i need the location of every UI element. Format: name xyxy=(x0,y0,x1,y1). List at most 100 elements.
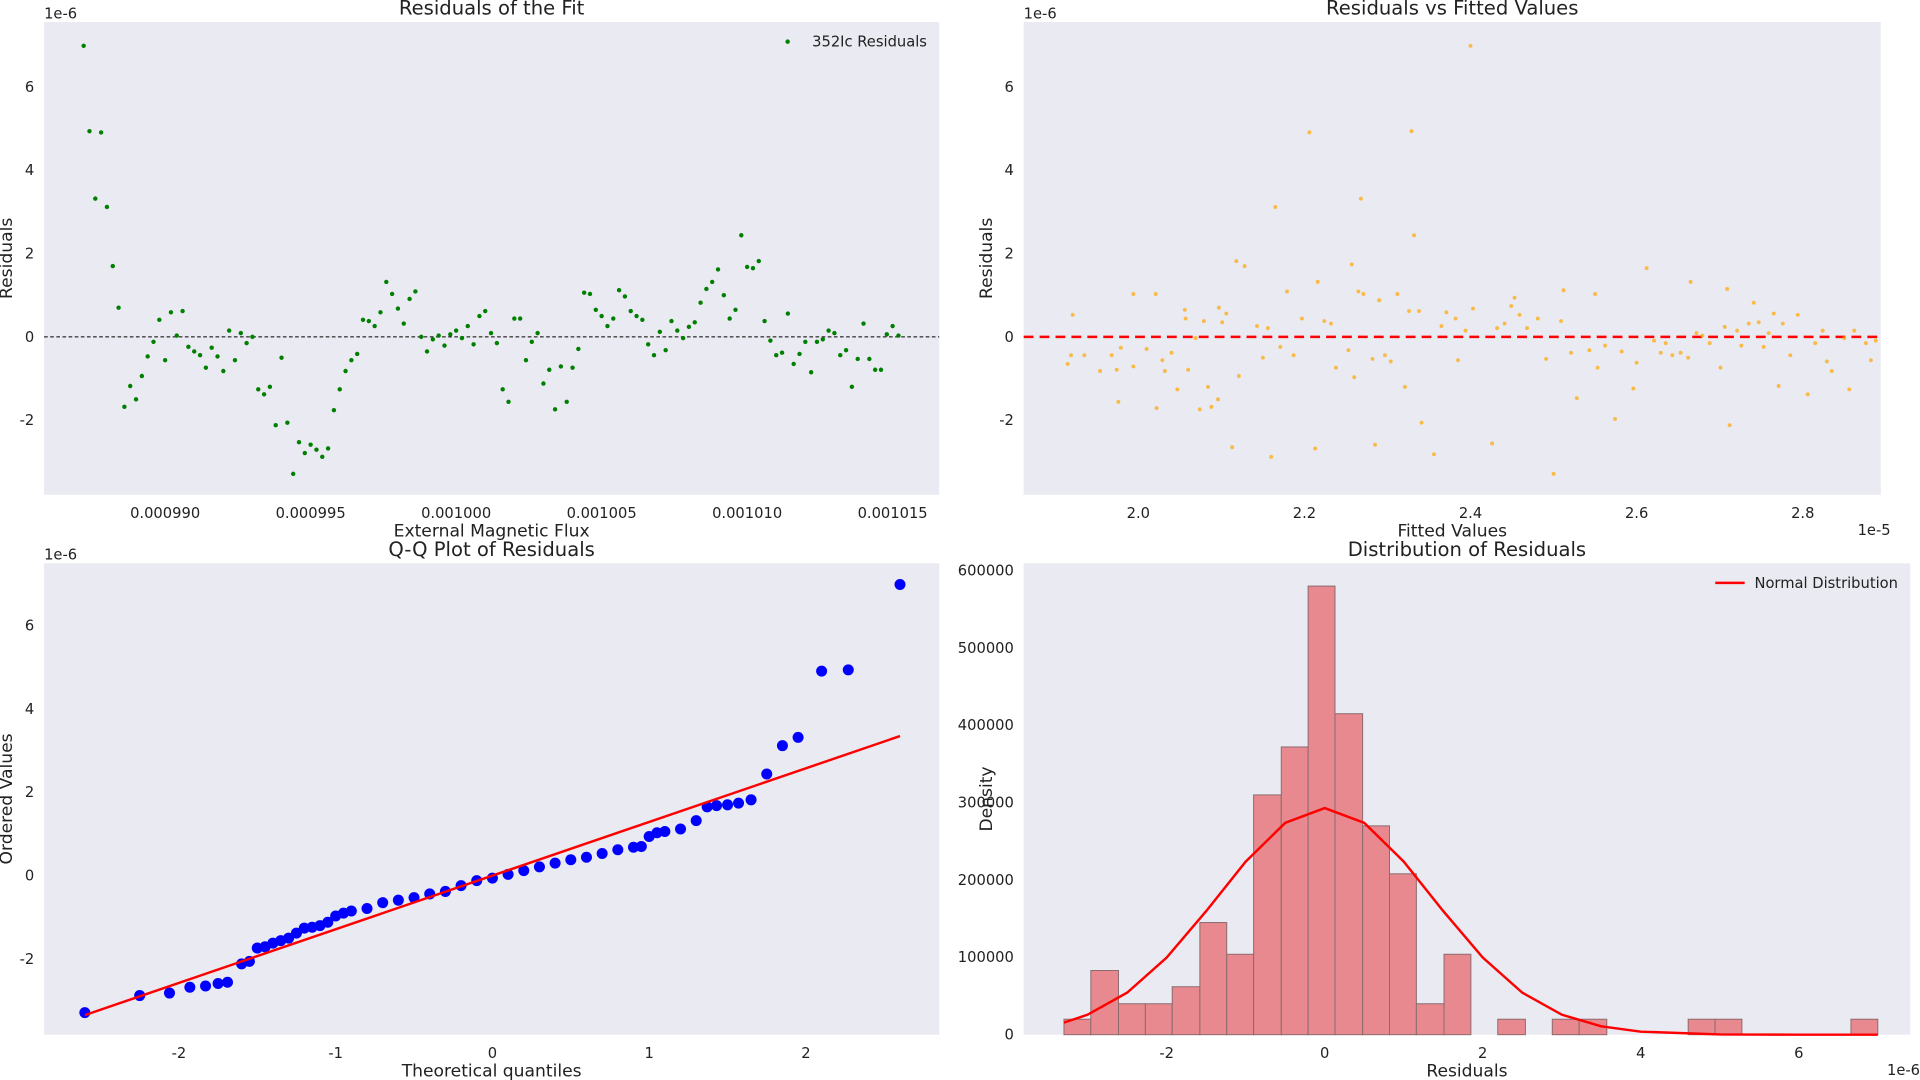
data-point xyxy=(803,339,808,345)
y-tick-label: -2 xyxy=(20,412,35,429)
data-point xyxy=(221,368,226,374)
data-point xyxy=(203,365,209,370)
data-point xyxy=(1182,307,1187,312)
y-tick-label: 2 xyxy=(25,784,34,801)
y-tick-label: -2 xyxy=(20,951,35,968)
data-point xyxy=(465,323,470,329)
data-point xyxy=(1116,399,1121,404)
histogram-bar xyxy=(1714,1018,1743,1036)
data-point xyxy=(1613,416,1617,421)
data-point xyxy=(1551,471,1556,476)
data-point xyxy=(657,329,663,335)
data-point xyxy=(1109,353,1114,358)
data-point xyxy=(261,392,267,397)
data-point xyxy=(1863,341,1868,346)
data-point xyxy=(302,450,308,456)
data-point xyxy=(267,384,273,390)
data-point xyxy=(197,352,203,358)
data-point xyxy=(1453,316,1458,321)
data-point xyxy=(1842,336,1847,341)
y-tick-label: 200000 xyxy=(958,872,1014,889)
data-point xyxy=(634,313,639,319)
data-point xyxy=(1358,196,1363,201)
data-point xyxy=(366,318,372,324)
data-point xyxy=(628,308,633,314)
plot-area xyxy=(44,22,940,495)
data-point xyxy=(448,332,453,337)
data-point xyxy=(1313,446,1318,451)
data-point xyxy=(1739,343,1744,348)
data-point xyxy=(612,844,624,856)
data-point xyxy=(250,334,255,340)
data-point xyxy=(1535,316,1540,321)
x-offset-label: 1e-5 xyxy=(1858,522,1891,539)
x-tick-label: -1 xyxy=(328,1045,343,1062)
data-point xyxy=(1216,397,1220,402)
data-point xyxy=(1373,442,1377,447)
x-tick-label: 2.4 xyxy=(1459,505,1482,522)
data-point xyxy=(221,976,234,988)
data-point xyxy=(576,346,581,352)
data-point xyxy=(1409,129,1414,134)
data-point xyxy=(81,43,86,48)
y-tick-label: 2 xyxy=(1005,245,1014,262)
data-point xyxy=(564,399,569,405)
x-tick-label: 6 xyxy=(1794,1045,1803,1062)
data-point xyxy=(1388,359,1393,364)
data-point xyxy=(1813,341,1818,346)
data-point xyxy=(651,352,657,358)
data-point xyxy=(611,316,616,321)
data-point xyxy=(1561,288,1566,293)
x-tick-label: 0.000990 xyxy=(130,505,200,522)
data-point xyxy=(791,361,796,367)
data-point xyxy=(453,328,459,333)
histogram-bar xyxy=(1850,1018,1879,1036)
data-point xyxy=(401,321,406,326)
y-tick-label: 500000 xyxy=(958,640,1014,657)
data-point xyxy=(1780,321,1785,326)
data-point xyxy=(1595,365,1600,370)
legend-label: 352Ic Residuals xyxy=(812,34,927,51)
data-point xyxy=(151,339,156,345)
data-point xyxy=(483,308,488,314)
data-point xyxy=(785,311,791,316)
data-point xyxy=(413,289,418,294)
y-offset-label: 1e-6 xyxy=(1024,5,1057,22)
data-point xyxy=(1395,292,1400,296)
data-point xyxy=(1509,304,1514,309)
data-point xyxy=(581,290,587,295)
data-point xyxy=(1490,441,1495,446)
data-point xyxy=(622,294,628,299)
data-point xyxy=(587,291,593,297)
x-tick-label: 4 xyxy=(1636,1045,1645,1062)
data-point xyxy=(878,367,884,372)
data-point xyxy=(659,825,671,837)
data-point xyxy=(122,404,127,410)
data-point xyxy=(1502,321,1507,326)
data-point xyxy=(1718,365,1723,370)
data-point xyxy=(477,313,482,319)
data-point xyxy=(1131,364,1136,369)
x-tick-label: 0.001005 xyxy=(567,505,637,522)
x-axis-label: Fitted Values xyxy=(1397,521,1507,541)
data-point xyxy=(761,768,773,780)
subplot: -2 0 2 4 6 0 100000 200000 300000 400000 500000 600… xyxy=(958,538,1920,1080)
histogram-bar xyxy=(1415,1003,1445,1036)
data-point xyxy=(1160,358,1165,363)
data-point xyxy=(238,330,243,336)
data-point xyxy=(232,357,238,363)
data-point xyxy=(283,932,295,944)
data-point xyxy=(378,310,383,315)
data-point xyxy=(1852,328,1857,333)
data-point xyxy=(419,334,424,340)
data-point xyxy=(1114,367,1119,372)
data-point xyxy=(1154,406,1159,411)
data-point xyxy=(690,815,702,827)
data-point xyxy=(1193,336,1198,341)
data-point xyxy=(533,861,545,873)
data-point xyxy=(1361,292,1366,296)
data-point xyxy=(1820,328,1825,333)
histogram-bar xyxy=(1551,1018,1580,1036)
data-point xyxy=(200,980,212,992)
data-point xyxy=(279,355,284,360)
